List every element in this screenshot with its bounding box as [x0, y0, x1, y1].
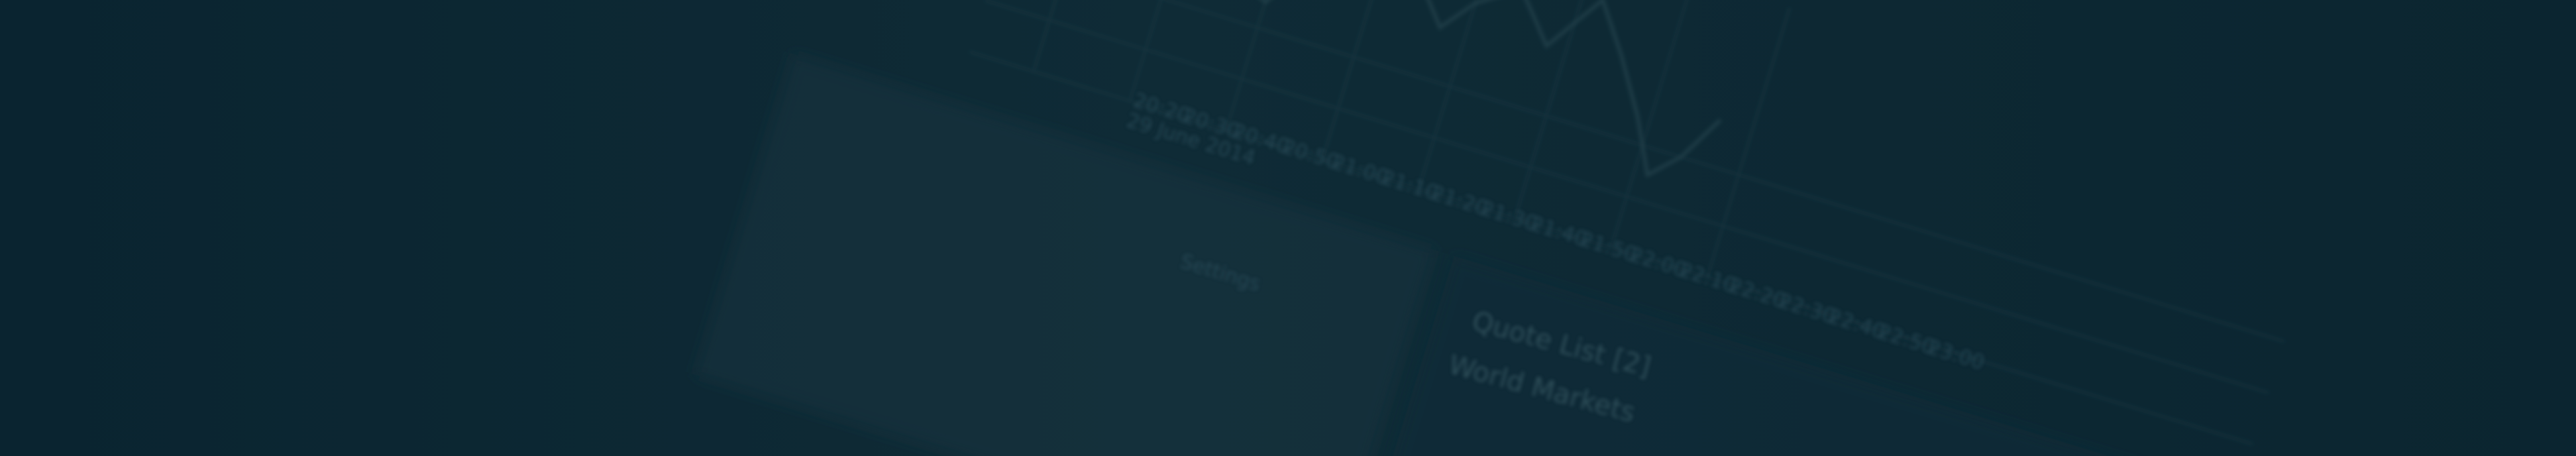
screen-grid: [695, 0, 2284, 456]
